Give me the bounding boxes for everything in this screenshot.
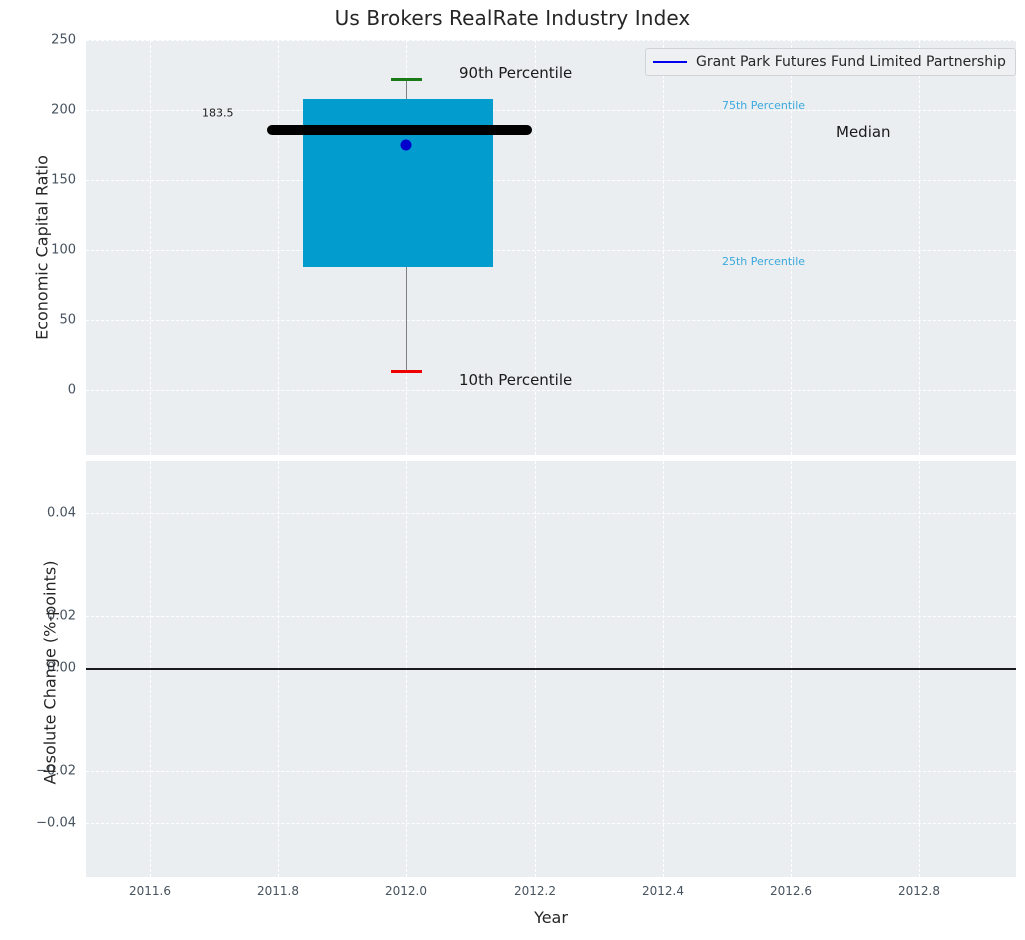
ytick-top-250: 250 <box>51 32 76 48</box>
gridline-h-0 <box>86 390 1016 391</box>
xtick-2012-8: 2012.8 <box>898 884 940 898</box>
gridline-h-250 <box>86 40 1016 41</box>
median-value-label: 183.5 <box>202 106 234 120</box>
ytick-bottom-000: 0.00 <box>47 660 76 676</box>
median-line <box>267 125 532 135</box>
annotation-10th-percentile: 10th Percentile <box>459 371 573 389</box>
ytick-top-150: 150 <box>51 172 76 188</box>
xtick-2011-8: 2011.8 <box>257 884 299 898</box>
gridline-v-2012-4 <box>663 40 664 455</box>
xtick-2012-6: 2012.6 <box>770 884 812 898</box>
gridline-h-150 <box>86 180 1016 181</box>
chart-title: Us Brokers RealRate Industry Index <box>334 6 691 30</box>
gridline-h-004 <box>86 513 1016 514</box>
gridline-h-002 <box>86 616 1016 617</box>
y-axis-label-bottom: Absolute Change (%-points) <box>40 560 60 785</box>
gridline-v-2012-8 <box>919 40 920 455</box>
annotation-25th-percentile: 25th Percentile <box>722 255 806 268</box>
legend-line-swatch-icon <box>653 61 687 63</box>
annotation-median: Median <box>836 123 891 141</box>
gridline-v-2011-6 <box>150 40 151 455</box>
gridline-v-2012-2 <box>535 40 536 455</box>
gridline-h-100 <box>86 250 1016 251</box>
gridline-h-n002 <box>86 771 1016 772</box>
annotation-90th-percentile: 90th Percentile <box>459 64 573 82</box>
ytick-bottom-n002: −0.02 <box>36 763 76 779</box>
ytick-top-0: 0 <box>67 382 76 398</box>
legend[interactable]: Grant Park Futures Fund Limited Partners… <box>645 48 1016 76</box>
gridline-v-2011-8 <box>278 40 279 455</box>
ytick-bottom-004: 0.04 <box>47 505 76 521</box>
ytick-bottom-n004: −0.04 <box>36 815 76 831</box>
legend-entry-label: Grant Park Futures Fund Limited Partners… <box>696 54 1006 70</box>
ytick-top-200: 200 <box>51 102 76 118</box>
ytick-bottom-002: 0.02 <box>47 608 76 624</box>
xtick-2011-6: 2011.6 <box>129 884 171 898</box>
xtick-2012-4: 2012.4 <box>642 884 684 898</box>
gridline-h-50 <box>86 320 1016 321</box>
annotation-75th-percentile: 75th Percentile <box>722 99 806 112</box>
x-axis-label: Year <box>534 908 568 927</box>
p10-cap <box>391 370 422 373</box>
top-panel-plot-area <box>86 40 1016 455</box>
zero-reference-line <box>86 668 1016 670</box>
ytick-top-100: 100 <box>51 242 76 258</box>
p90-cap <box>391 78 422 81</box>
xtick-2012-0: 2012.0 <box>385 884 427 898</box>
series-point-marker <box>400 139 412 151</box>
ytick-top-50: 50 <box>59 312 76 328</box>
y-axis-label-top: Economic Capital Ratio <box>32 155 52 340</box>
xtick-2012-2: 2012.2 <box>514 884 556 898</box>
gridline-h-n004 <box>86 823 1016 824</box>
